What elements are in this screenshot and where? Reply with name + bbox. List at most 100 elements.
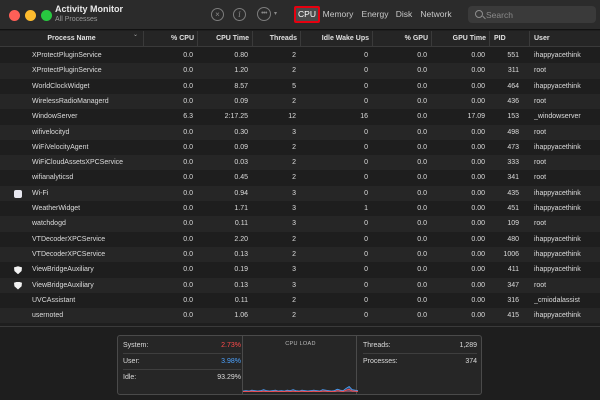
table-row[interactable]: XProtectPluginService 0.0 1.20 2 0 0.0 0.00 311…: [0, 63, 600, 79]
column-header-threads[interactable]: Threads: [252, 31, 300, 47]
table-row[interactable]: ViewBridgeAuxiliary 0.0 0.19 3 0 0.0 0.00 411 ih…: [0, 262, 600, 277]
table-row[interactable]: ViewBridgeAuxiliary 0.0 0.13 3 0 0.0 0.00 347 ro…: [0, 277, 600, 293]
column-header-process-name[interactable]: Process Name: [47, 35, 96, 42]
gpu-time-cell: 17.09: [467, 113, 485, 121]
gpu-cell: 0.0: [417, 189, 427, 197]
threads-cell: 2: [292, 312, 296, 320]
gpu-cell: 0.0: [417, 250, 427, 258]
pid-cell: 464: [507, 82, 519, 90]
info-icon[interactable]: i: [233, 8, 246, 21]
user-cell: ihappyacethink: [534, 52, 581, 59]
pid-cell: 109: [507, 220, 519, 228]
tab-cpu[interactable]: CPU: [294, 6, 320, 23]
gpu-cell: 0.0: [417, 52, 427, 59]
pid-cell: 347: [507, 281, 519, 289]
chevron-down-icon[interactable]: ▾: [274, 11, 278, 17]
stat-threads-value: 1,289: [459, 342, 477, 349]
cpu-cell: 0.0: [183, 174, 193, 182]
search-input[interactable]: [486, 8, 591, 21]
table-row[interactable]: wifivelocityd 0.0 0.30 3 0 0.0 0.00 498 root: [0, 124, 600, 140]
table-row[interactable]: WeatherWidget 0.0 1.71 3 1 0.0 0.00 451 ihappyac…: [0, 201, 600, 216]
tab-energy[interactable]: Energy: [361, 9, 389, 19]
pid-cell: 551: [507, 52, 519, 59]
cpu-time-cell: 0.11: [234, 220, 248, 228]
column-header-cpu-time[interactable]: CPU Time: [197, 31, 252, 47]
cpu-load-system-line: [243, 388, 358, 392]
gpu-cell: 0.0: [417, 82, 427, 90]
column-header-gpu-time[interactable]: GPU Time: [431, 31, 489, 47]
gpu-cell: 0.0: [417, 97, 427, 105]
table-row[interactable]: usernoted 0.0 1.06 2 0 0.0 0.00 415 ihappyacethi…: [0, 308, 600, 324]
column-header-cpu[interactable]: % CPU: [143, 31, 197, 47]
idle-wake-ups-cell: 0: [364, 312, 368, 320]
user-cell: _cmiodalassist: [534, 296, 580, 304]
idle-wake-ups-cell: 0: [364, 82, 368, 90]
tab-disk[interactable]: Disk: [395, 9, 413, 19]
idle-wake-ups-cell: 1: [364, 205, 368, 212]
process-name-cell: Wi-Fi: [32, 189, 49, 197]
column-header-pid[interactable]: PID: [489, 31, 529, 47]
cpu-cell: 0.0: [183, 67, 193, 75]
user-cell: _windowserver: [534, 113, 581, 121]
cpu-cell: 0.0: [183, 266, 193, 274]
threads-cell: 3: [292, 205, 296, 212]
idle-wake-ups-cell: 0: [364, 250, 368, 258]
table-row[interactable]: WiFiCloudAssetsXPCService 0.0 0.03 2 0 0.0 0.0…: [0, 155, 600, 171]
cpu-time-cell: 8.57: [234, 82, 248, 90]
table-row[interactable]: VTDecoderXPCService 0.0 2.20 2 0 0.0 0.00 480 ih…: [0, 232, 600, 247]
threads-cell: 2: [292, 296, 296, 304]
gpu-time-cell: 0.00: [471, 235, 485, 243]
table-row[interactable]: Wi-Fi 0.0 0.94 3 0 0.0 0.00 435 ihappyacethink: [0, 185, 600, 201]
close-window-button[interactable]: [9, 10, 20, 21]
idle-wake-ups-cell: 0: [364, 67, 368, 75]
cpu-time-cell: 0.13: [234, 281, 248, 289]
stat-threads: Threads: 1,289: [363, 340, 477, 352]
table-row[interactable]: UVCAssistant 0.0 0.11 2 0 0.0 0.00 316 _cmiodala…: [0, 293, 600, 308]
pid-cell: 333: [507, 159, 519, 167]
cpu-cell: 0.0: [183, 205, 193, 212]
more-options-icon[interactable]: •••: [257, 7, 271, 21]
cpu-cell: 0.0: [183, 312, 193, 320]
user-cell: ihappyacethink: [534, 143, 581, 151]
column-header-idle-wake-ups[interactable]: Idle Wake Ups: [300, 31, 372, 47]
threads-cell: 12: [288, 113, 296, 121]
threads-cell: 2: [292, 250, 296, 258]
tab-memory[interactable]: Memory: [322, 9, 354, 19]
toolbar: Activity Monitor All Processes × i ••• ▾…: [0, 0, 600, 30]
threads-cell: 3: [292, 281, 296, 289]
table-row[interactable]: XProtectPluginService 0.0 0.80 2 0 0.0 0.00 551…: [0, 48, 600, 63]
sort-chevron-icon[interactable]: ⌄: [133, 32, 139, 38]
idle-wake-ups-cell: 0: [364, 266, 368, 274]
column-header-gpu[interactable]: % GPU: [372, 31, 431, 47]
table-row[interactable]: WorldClockWidget 0.0 8.57 5 0 0.0 0.00 464 ihapp…: [0, 79, 600, 94]
cpu-cell: 0.0: [183, 82, 193, 90]
gpu-time-cell: 0.00: [471, 67, 485, 75]
zoom-window-button[interactable]: [41, 10, 52, 21]
process-name-cell: wifianalyticsd: [32, 174, 74, 182]
table-row[interactable]: VTDecoderXPCService 0.0 0.13 2 0 0.0 0.00 1006 i…: [0, 246, 600, 263]
stat-system-label: System:: [123, 342, 149, 349]
process-name-cell: WirelessRadioManagerd: [32, 97, 109, 105]
table-row[interactable]: WindowServer 6.3 2:17.25 12 16 0.0 17.09 153 _wi…: [0, 109, 600, 124]
table-row[interactable]: wifianalyticsd 0.0 0.45 2 0 0.0 0.00 341 root: [0, 170, 600, 185]
stat-threads-label: Threads:: [363, 342, 391, 349]
cpu-time-cell: 0.19: [234, 266, 248, 274]
process-name-cell: wifivelocityd: [32, 128, 70, 136]
pid-cell: 311: [507, 67, 519, 75]
column-header-user[interactable]: User: [529, 31, 600, 47]
tab-network[interactable]: Network: [420, 9, 452, 19]
cpu-time-cell: 0.11: [234, 296, 248, 304]
stat-processes-label: Processes:: [363, 358, 398, 365]
table-row[interactable]: WirelessRadioManagerd 0.0 0.09 2 0 0.0 0.00 436…: [0, 93, 600, 110]
cpu-cell: 0.0: [183, 159, 193, 167]
table-row[interactable]: WiFiVelocityAgent 0.0 0.09 2 0 0.0 0.00 473 ihap…: [0, 140, 600, 155]
process-filter-menu[interactable]: All Processes: [55, 16, 98, 23]
search-field[interactable]: [468, 6, 596, 23]
minimize-window-button[interactable]: [25, 10, 36, 21]
table-row[interactable]: watchdogd 0.0 0.11 3 0 0.0 0.00 109 root: [0, 216, 600, 232]
idle-wake-ups-cell: 0: [364, 281, 368, 289]
stop-process-icon[interactable]: ×: [211, 8, 224, 21]
threads-cell: 2: [292, 159, 296, 167]
cpu-time-cell: 0.09: [234, 143, 248, 151]
